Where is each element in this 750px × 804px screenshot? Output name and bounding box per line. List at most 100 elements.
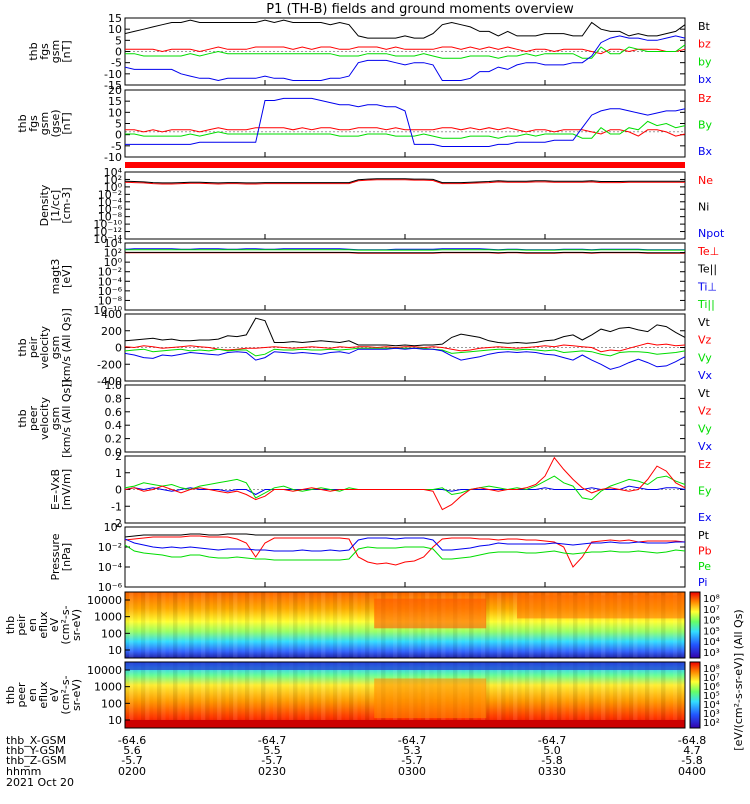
heatmap-texture bbox=[613, 662, 618, 728]
heatmap-texture bbox=[213, 662, 218, 728]
heatmap-texture bbox=[173, 592, 178, 658]
heatmap-texture bbox=[189, 592, 194, 658]
heatmap-texture bbox=[169, 662, 174, 728]
heatmap-texture bbox=[605, 662, 610, 728]
heatmap-texture bbox=[293, 592, 298, 658]
heatmap-texture bbox=[597, 662, 602, 728]
heatmap-texture bbox=[349, 662, 354, 728]
heatmap-texture bbox=[137, 592, 142, 658]
panel-peer_velocity: 1.00.80.60.40.20.0VtVzVyVxthbpeervelocit… bbox=[16, 379, 713, 459]
x-tick-time: 0400 bbox=[678, 765, 706, 778]
heatmap-texture bbox=[553, 662, 558, 728]
heatmap-texture bbox=[221, 662, 226, 728]
heatmap-texture bbox=[165, 662, 170, 728]
y-axis-label: [nT] bbox=[60, 40, 73, 62]
heatmap-texture bbox=[301, 662, 306, 728]
heatmap-texture bbox=[161, 662, 166, 728]
heatmap-texture bbox=[345, 592, 350, 658]
legend-label: By bbox=[698, 119, 713, 132]
y-axis-label: [nT] bbox=[60, 112, 73, 134]
y-tick-label: 10⁰ bbox=[104, 521, 123, 534]
heatmap-texture bbox=[289, 662, 294, 728]
heatmap-texture bbox=[257, 662, 262, 728]
y-tick-label: 2 bbox=[115, 450, 122, 463]
heatmap-texture bbox=[501, 662, 506, 728]
heatmap-texture bbox=[261, 592, 266, 658]
heatmap-texture bbox=[281, 662, 286, 728]
y-tick-label: 200 bbox=[101, 325, 122, 338]
heatmap-texture bbox=[277, 662, 282, 728]
colorbar: 10⁸10⁷10⁶10⁵10⁴10³10⁸10⁷10⁶10⁵10⁴10³10²[… bbox=[690, 592, 745, 751]
y-axis-label: [km/s (All Qs)] bbox=[60, 379, 73, 458]
heatmap-texture bbox=[265, 662, 270, 728]
heatmap-texture bbox=[233, 662, 238, 728]
legend-label: Pt bbox=[698, 529, 710, 542]
y-tick-label: 100 bbox=[101, 627, 122, 640]
heatmap-hot-region bbox=[374, 679, 486, 719]
colorbar-tick-label: 10⁵ bbox=[703, 626, 720, 637]
legend-label: Vt bbox=[698, 387, 711, 400]
y-tick-label: 100 bbox=[101, 697, 122, 710]
y-tick-label: 1.0 bbox=[105, 379, 123, 392]
heatmap-texture bbox=[129, 662, 134, 728]
y-axis-label: [nPa] bbox=[60, 543, 73, 571]
colorbar-tick-label: 10⁸ bbox=[703, 594, 720, 605]
heatmap-texture bbox=[337, 662, 342, 728]
heatmap-hot-region bbox=[374, 599, 486, 629]
heatmap-texture bbox=[285, 592, 290, 658]
heatmap-texture bbox=[621, 662, 626, 728]
x-tick-time: 0230 bbox=[258, 765, 286, 778]
heatmap-texture bbox=[285, 662, 290, 728]
legend-label: Te⊥ bbox=[697, 245, 719, 258]
heatmap-texture bbox=[645, 662, 650, 728]
heatmap-texture bbox=[153, 662, 158, 728]
heatmap-texture bbox=[517, 662, 522, 728]
heatmap-texture bbox=[281, 592, 286, 658]
heatmap-texture bbox=[617, 662, 622, 728]
heatmap-texture bbox=[661, 662, 666, 728]
colorbar-tick-label: 10⁷ bbox=[703, 605, 720, 616]
heatmap-texture bbox=[149, 592, 154, 658]
heatmap-texture bbox=[269, 592, 274, 658]
heatmap-texture bbox=[193, 662, 198, 728]
heatmap-texture bbox=[181, 662, 186, 728]
legend-label: Vz bbox=[698, 405, 712, 418]
heatmap-texture bbox=[501, 592, 506, 658]
plot-title: P1 (TH-B) fields and ground moments over… bbox=[266, 2, 574, 17]
heatmap-texture bbox=[489, 592, 494, 658]
x-tick-time: 0200 bbox=[118, 765, 146, 778]
heatmap-texture bbox=[601, 662, 606, 728]
heatmap-texture bbox=[277, 592, 282, 658]
heatmap-texture bbox=[537, 662, 542, 728]
heatmap-texture bbox=[133, 592, 138, 658]
heatmap-texture bbox=[321, 662, 326, 728]
legend-label: Ey bbox=[698, 485, 712, 498]
heatmap-texture bbox=[205, 662, 210, 728]
y-tick-label: 1000 bbox=[94, 611, 122, 624]
heatmap-texture bbox=[293, 662, 298, 728]
heatmap-texture bbox=[165, 592, 170, 658]
heatmap-texture bbox=[333, 662, 338, 728]
colorbar-tick-label: 10⁴ bbox=[703, 637, 720, 648]
heatmap-texture bbox=[521, 662, 526, 728]
heatmap-texture bbox=[169, 592, 174, 658]
heatmap-texture bbox=[345, 662, 350, 728]
y-tick-label: 1 bbox=[115, 467, 122, 480]
heatmap-texture bbox=[305, 662, 310, 728]
heatmap-texture bbox=[257, 592, 262, 658]
y-tick-label: 0.2 bbox=[105, 433, 123, 446]
legend-label: bz bbox=[698, 38, 711, 51]
heatmap-texture bbox=[245, 662, 250, 728]
heatmap-texture bbox=[361, 592, 366, 658]
legend-label: Ex bbox=[698, 511, 712, 524]
heatmap-texture bbox=[325, 592, 330, 658]
legend-label: Ne bbox=[698, 174, 713, 187]
heatmap-texture bbox=[313, 592, 318, 658]
heatmap-texture bbox=[361, 662, 366, 728]
heatmap-texture bbox=[237, 662, 242, 728]
legend-label: Ti|| bbox=[697, 298, 715, 311]
heatmap-texture bbox=[209, 662, 214, 728]
